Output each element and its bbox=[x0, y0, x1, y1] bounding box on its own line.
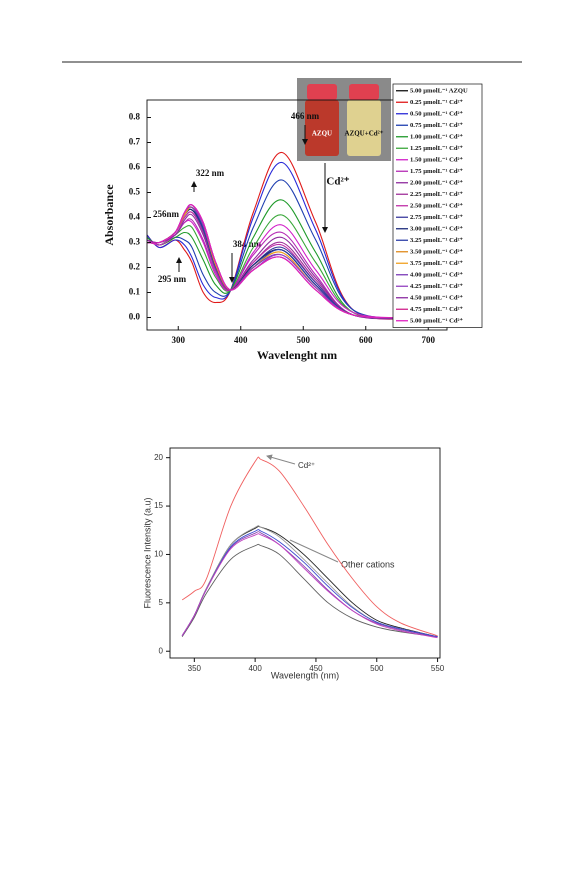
legend-label: 0.75 µmolL⁻¹ Cd²⁺ bbox=[410, 122, 464, 129]
data-line bbox=[147, 214, 429, 319]
legend-label: 5.00 µmolL⁻¹ Cd²⁺ bbox=[410, 317, 464, 324]
data-line bbox=[181, 531, 438, 638]
legend-label: 4.00 µmolL⁻¹ Cd²⁺ bbox=[410, 271, 464, 278]
annotation: 256nm bbox=[153, 209, 180, 219]
legend-label: 1.25 µmolL⁻¹ Cd²⁺ bbox=[410, 145, 464, 152]
data-line bbox=[147, 211, 429, 320]
y-tick-label: 0.6 bbox=[129, 162, 141, 172]
inset-label: AZQU bbox=[312, 130, 332, 138]
legend-label: 2.25 µmolL⁻¹ Cd²⁺ bbox=[410, 191, 464, 198]
data-line bbox=[181, 543, 438, 638]
plot-area bbox=[147, 151, 429, 320]
legend-label: 3.50 µmolL⁻¹ Cd²⁺ bbox=[410, 248, 464, 255]
x-tick-label: 700 bbox=[422, 335, 436, 345]
data-line bbox=[147, 206, 429, 319]
data-line bbox=[181, 525, 438, 638]
annotation: 322 nm bbox=[196, 168, 225, 178]
x-tick-label: 450 bbox=[309, 664, 323, 673]
annotation: Other cations bbox=[341, 559, 395, 569]
x-tick-label: 400 bbox=[234, 335, 248, 345]
x-tick-label: 500 bbox=[370, 664, 384, 673]
data-line bbox=[147, 161, 429, 320]
inset-photo: AZQU AZQU+Cd²⁺ bbox=[297, 78, 391, 161]
absorbance-chart: Absorbance Wavelenght nm AZQU AZQU+Cd²⁺ … bbox=[102, 78, 483, 362]
x-axis-title: Wavelength (nm) bbox=[271, 670, 339, 680]
legend-label: 1.75 µmolL⁻¹ Cd²⁺ bbox=[410, 168, 464, 175]
legend-label: 1.50 µmolL⁻¹ Cd²⁺ bbox=[410, 156, 464, 163]
legend-label: 1.00 µmolL⁻¹ Cd²⁺ bbox=[410, 133, 464, 140]
data-line bbox=[147, 206, 429, 319]
data-line bbox=[147, 204, 429, 319]
legend-label: 3.00 µmolL⁻¹ Cd²⁺ bbox=[410, 225, 464, 232]
y-tick-label: 0.7 bbox=[129, 137, 141, 147]
data-line bbox=[147, 206, 429, 319]
legend-label: 3.25 µmolL⁻¹ Cd²⁺ bbox=[410, 237, 464, 244]
data-line bbox=[181, 529, 438, 638]
y-tick-label: 5 bbox=[159, 598, 164, 607]
y-tick-label: 0.0 bbox=[129, 312, 141, 322]
data-line bbox=[181, 533, 438, 639]
pointer-line bbox=[289, 539, 339, 563]
x-axis-title: Wavelenght nm bbox=[257, 348, 337, 362]
data-line bbox=[147, 199, 429, 320]
y-tick-label: 0.1 bbox=[129, 287, 141, 297]
annotation: Cd²⁺ bbox=[298, 461, 315, 470]
fluorescence-chart: Fluorescence Intensity (a.u) Wavelength … bbox=[142, 447, 445, 680]
legend-label: 3.75 µmolL⁻¹ Cd²⁺ bbox=[410, 260, 464, 267]
annotation: 466 nm bbox=[291, 111, 320, 121]
legend-label: 4.75 µmolL⁻¹ Cd²⁺ bbox=[410, 306, 464, 313]
data-line bbox=[181, 525, 438, 638]
data-line bbox=[147, 206, 429, 319]
plot-area bbox=[181, 456, 438, 639]
legend-label: 4.25 µmolL⁻¹ Cd²⁺ bbox=[410, 283, 464, 290]
x-tick-label: 500 bbox=[297, 335, 311, 345]
y-tick-label: 0.8 bbox=[129, 112, 141, 122]
x-tick-label: 550 bbox=[431, 664, 445, 673]
legend-label: 5.00 µmolL⁻¹ AZQU bbox=[410, 87, 468, 94]
inset-label: AZQU+Cd²⁺ bbox=[345, 130, 384, 138]
data-line bbox=[181, 456, 438, 637]
annotation: Cd²⁺ bbox=[326, 176, 349, 188]
x-tick-label: 400 bbox=[248, 664, 262, 673]
legend-label: 0.25 µmolL⁻¹ Cd²⁺ bbox=[410, 99, 464, 106]
data-line bbox=[147, 219, 429, 319]
data-line bbox=[147, 211, 429, 319]
y-tick-label: 15 bbox=[154, 501, 163, 510]
x-tick-label: 350 bbox=[188, 664, 202, 673]
y-tick-label: 0 bbox=[159, 646, 164, 655]
legend-label: 0.50 µmolL⁻¹ Cd²⁺ bbox=[410, 110, 464, 117]
x-tick-label: 300 bbox=[172, 335, 186, 345]
y-axis-title: Absorbance bbox=[102, 184, 116, 246]
data-line bbox=[147, 213, 429, 320]
legend-label: 2.00 µmolL⁻¹ Cd²⁺ bbox=[410, 179, 464, 186]
legend-label: 2.75 µmolL⁻¹ Cd²⁺ bbox=[410, 214, 464, 221]
arrow bbox=[266, 454, 296, 465]
y-tick-label: 0.2 bbox=[129, 262, 141, 272]
y-tick-label: 10 bbox=[154, 550, 163, 559]
y-tick-label: 0.3 bbox=[129, 237, 141, 247]
plot-frame bbox=[169, 447, 441, 659]
y-tick-label: 0.4 bbox=[129, 212, 141, 222]
legend-label: 4.50 µmolL⁻¹ Cd²⁺ bbox=[410, 294, 464, 301]
annotation: 295 nm bbox=[158, 274, 187, 284]
y-tick-label: 0.5 bbox=[129, 187, 141, 197]
x-tick-label: 600 bbox=[359, 335, 373, 345]
legend-label: 2.50 µmolL⁻¹ Cd²⁺ bbox=[410, 202, 464, 209]
y-tick-label: 20 bbox=[154, 453, 163, 462]
y-axis-title: Fluorescence Intensity (a.u) bbox=[142, 497, 152, 608]
